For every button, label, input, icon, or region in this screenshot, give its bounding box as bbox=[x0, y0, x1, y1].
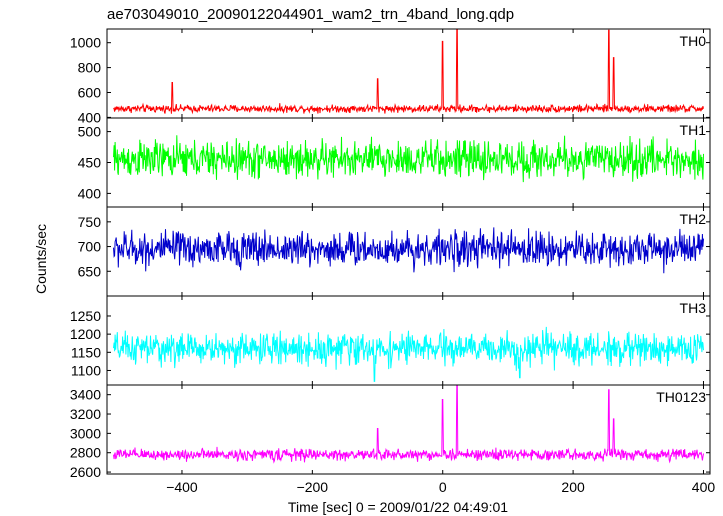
y-tick-label: 3400 bbox=[70, 387, 101, 403]
panels-group: 400 600 800 1000 TH0 400 450 500 TH1 650 700 750 TH2… bbox=[70, 28, 711, 480]
y-tick-label: 800 bbox=[78, 60, 102, 76]
x-axis-label: Time [sec] 0 = 2009/01/22 04:49:01 bbox=[288, 499, 508, 515]
y-tick-label: 650 bbox=[78, 263, 102, 279]
series-label-th0: TH0 bbox=[680, 33, 707, 49]
series-label-th2: TH2 bbox=[680, 211, 707, 227]
panel-th0123: 2600 2800 3000 3200 3400 TH0123 bbox=[70, 384, 711, 480]
panel-th3: 1100 1150 1200 1250 TH3 bbox=[70, 295, 711, 386]
y-tick-label: 600 bbox=[78, 84, 102, 100]
y-tick-label: 2800 bbox=[70, 445, 101, 461]
y-tick-label: 750 bbox=[78, 214, 102, 230]
y-tick-label: 400 bbox=[78, 185, 102, 201]
panel-th2: 650 700 750 TH2 bbox=[78, 206, 711, 297]
y-tick-label: 3000 bbox=[70, 425, 101, 441]
y-axis-label: Counts/sec bbox=[33, 224, 49, 294]
series-line-th3 bbox=[113, 326, 704, 382]
y-tick-label: 450 bbox=[78, 155, 102, 171]
y-tick-label: 1200 bbox=[70, 326, 101, 342]
x-tick-label: 400 bbox=[692, 479, 716, 495]
y-tick-label: 1250 bbox=[70, 308, 101, 324]
y-tick-label: 500 bbox=[78, 124, 102, 140]
chart-title: ae703049010_20090122044901_wam2_trn_4ban… bbox=[107, 6, 514, 23]
y-tick-label: 3200 bbox=[70, 406, 101, 422]
series-label-th1: TH1 bbox=[680, 122, 707, 138]
series-line-th0123 bbox=[113, 385, 704, 464]
y-tick-label: 2600 bbox=[70, 464, 101, 480]
x-tick-label: −400 bbox=[166, 479, 198, 495]
series-label-th0123: TH0123 bbox=[656, 389, 706, 405]
y-tick-label: 1000 bbox=[70, 35, 101, 51]
x-tick-label: 0 bbox=[439, 479, 447, 495]
series-line-th2 bbox=[113, 227, 704, 274]
y-tick-label: 1100 bbox=[71, 362, 101, 378]
series-line-th1 bbox=[113, 135, 704, 183]
y-tick-label: 1150 bbox=[71, 344, 101, 360]
panel-frame bbox=[106, 384, 711, 475]
panel-th1: 400 450 500 TH1 bbox=[78, 117, 711, 208]
x-axis: −400 −200 0 200 400 bbox=[166, 479, 715, 495]
x-tick-label: −200 bbox=[297, 479, 329, 495]
panel-frame bbox=[106, 28, 711, 119]
y-tick-label: 400 bbox=[78, 109, 102, 125]
x-tick-label: 200 bbox=[561, 479, 585, 495]
series-line-th0 bbox=[113, 29, 704, 115]
panel-th0: 400 600 800 1000 TH0 bbox=[70, 28, 711, 125]
series-label-th3: TH3 bbox=[680, 300, 707, 316]
y-tick-label: 700 bbox=[78, 239, 102, 255]
